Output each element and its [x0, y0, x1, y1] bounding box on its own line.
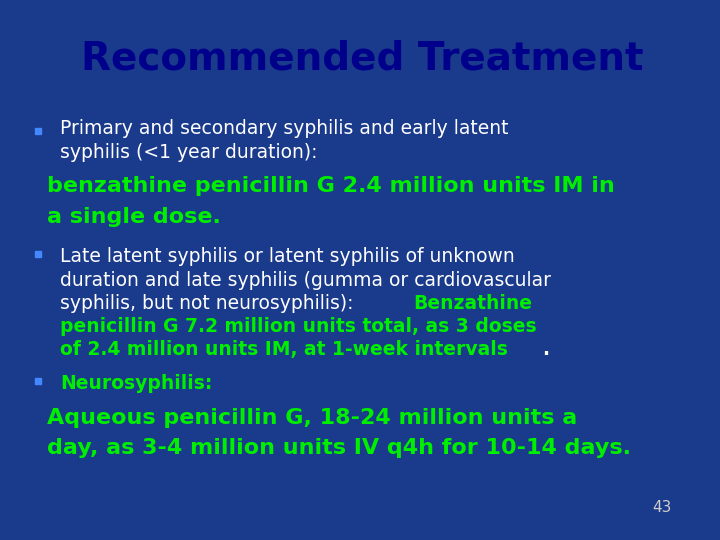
Text: day, as 3-4 million units IV q4h for 10-14 days.: day, as 3-4 million units IV q4h for 10-… [47, 438, 631, 458]
Text: Primary and secondary syphilis and early latent: Primary and secondary syphilis and early… [60, 119, 508, 138]
Text: 43: 43 [652, 501, 671, 515]
Text: of 2.4 million units IM, at 1-week intervals: of 2.4 million units IM, at 1-week inter… [60, 340, 508, 359]
Text: duration and late syphilis (gumma or cardiovascular: duration and late syphilis (gumma or car… [60, 271, 551, 289]
Text: Late latent syphilis or latent syphilis of unknown: Late latent syphilis or latent syphilis … [60, 247, 515, 267]
Text: Benzathine: Benzathine [413, 294, 533, 313]
Text: .: . [542, 340, 549, 359]
Text: penicillin G 7.2 million units total, as 3 doses: penicillin G 7.2 million units total, as… [60, 317, 536, 336]
Text: syphilis, but not neurosyphilis):: syphilis, but not neurosyphilis): [60, 294, 359, 313]
Text: syphilis (<1 year duration):: syphilis (<1 year duration): [60, 143, 318, 161]
Text: a single dose.: a single dose. [47, 207, 220, 227]
Text: Aqueous penicillin G, 18-24 million units a: Aqueous penicillin G, 18-24 million unit… [47, 408, 577, 428]
Text: Neurosyphilis:: Neurosyphilis: [60, 374, 212, 393]
Text: Recommended Treatment: Recommended Treatment [81, 39, 643, 77]
Text: benzathine penicillin G 2.4 million units IM in: benzathine penicillin G 2.4 million unit… [47, 176, 614, 197]
